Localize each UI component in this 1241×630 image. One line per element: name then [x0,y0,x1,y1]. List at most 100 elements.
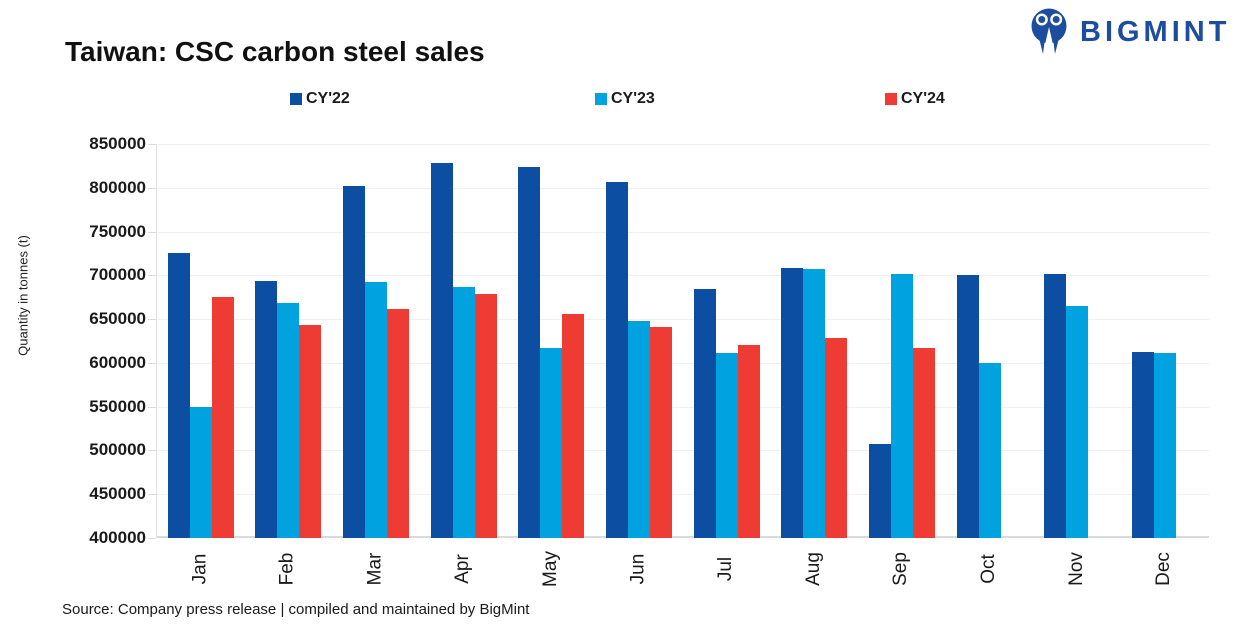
x-tick-label-text: Mar [364,552,386,586]
bar-group-oct [946,144,1034,538]
y-tick-mark [148,275,156,277]
x-tick-label-jul: Jul [682,540,770,598]
bar-cy22-apr [430,163,453,538]
bar-group-nov [1034,144,1122,538]
gridline [157,319,1209,321]
bar-group-feb [245,144,333,538]
bar-cy23-oct [978,362,1001,538]
y-tick-label: 800000 [89,177,146,197]
bar-cy24-jan [211,297,234,538]
legend-label: CY'23 [611,90,655,107]
bar-cy23-may [540,348,563,538]
y-tick-label: 600000 [89,352,146,372]
bar-cy22-may [518,166,541,538]
x-tick-label-jan: Jan [156,540,244,598]
x-tick-label-feb: Feb [244,540,332,598]
bar-cy24-jul [737,345,760,538]
bar-cy23-nov [1066,305,1089,538]
legend-label: CY'24 [901,90,945,107]
bar-cy23-jan [189,406,212,538]
bar-cy22-dec [1132,352,1155,538]
y-tick-label: 550000 [89,396,146,416]
legend-item-cy23: CY'23 [595,90,655,108]
y-tick-label: 850000 [89,134,146,153]
y-tick-mark [148,319,156,321]
x-tick-label-text: Jan [188,553,210,585]
legend-item-cy24: CY'24 [885,90,945,108]
x-tick-label-text: Apr [451,554,473,584]
bar-cy22-jun [606,181,629,538]
x-tick-label-text: Aug [802,552,824,586]
gridline [157,494,1209,496]
bar-cy24-jun [650,327,673,538]
gridline [157,275,1209,277]
bar-cy23-mar [365,282,388,538]
bar-group-aug [771,144,859,538]
x-axis-line [157,536,1209,538]
bar-group-jan [157,144,245,538]
gridline [157,231,1209,233]
x-tick-label-may: May [507,540,595,598]
bar-group-jun [595,144,683,538]
gridline [157,450,1209,452]
legend-item-cy22: CY'22 [290,90,350,108]
y-tick-mark [148,450,156,452]
legend-label: CY'22 [306,90,350,107]
bar-cy22-jan [167,253,190,538]
x-tick-label-text: Feb [276,552,298,586]
source-note: Source: Company press release | compiled… [62,601,530,618]
bar-group-dec [1121,144,1209,538]
y-tick-mark [148,538,156,539]
gridline [157,144,1209,145]
x-tick-label-text: Oct [977,554,999,584]
y-tick-label: 750000 [89,221,146,241]
bar-cy23-sep [891,274,914,538]
x-axis-labels: Jan Feb Mar Apr May Jun Jul Aug Sep Oct Nov Dec [156,540,1208,600]
bar-cy22-mar [343,186,366,538]
x-tick-label-nov: Nov [1033,540,1121,598]
plot-area [148,144,1209,539]
gridline [157,187,1209,189]
bar-cy22-jul [693,289,716,538]
legend-swatch [595,93,607,105]
legend-swatch [885,93,897,105]
y-tick-label: 700000 [89,265,146,285]
x-tick-label-apr: Apr [419,540,507,598]
gridline [157,362,1209,364]
bar-cy24-may [562,313,585,538]
y-tick-label: 400000 [89,528,146,547]
bar-cy23-jul [715,353,738,538]
chart-title: Taiwan: CSC carbon steel sales [65,36,485,67]
x-tick-label-text: May [539,551,561,587]
gridline [157,406,1209,408]
bar-cy23-dec [1154,353,1177,538]
y-tick-mark [148,187,156,189]
legend: CY'22 CY'23 CY'24 [0,90,1241,110]
bar-cy23-aug [803,269,826,538]
y-tick-label: 500000 [89,440,146,460]
legend-swatch [290,93,302,105]
x-tick-label-text: Jul [714,556,736,582]
bar-group-jul [683,144,771,538]
bar-cy23-jun [628,320,651,538]
x-tick-label-aug: Aug [770,540,858,598]
bar-cy22-oct [956,275,979,538]
x-tick-label-dec: Dec [1120,540,1208,598]
x-tick-label-sep: Sep [857,540,945,598]
y-tick-mark [148,406,156,408]
bar-group-sep [858,144,946,538]
brand-name: BIGMINT [1080,15,1231,48]
bar-cy24-apr [474,293,497,538]
y-tick-mark [148,362,156,364]
x-tick-label-text: Sep [890,552,912,586]
x-tick-label-text: Nov [1065,552,1087,586]
y-tick-label: 450000 [89,484,146,504]
y-tick-label: 650000 [89,309,146,329]
y-tick-mark [148,494,156,496]
bar-cy24-aug [825,338,848,538]
y-tick-mark [148,144,156,145]
bar-cy23-apr [452,286,475,538]
y-axis-labels: 850000 800000 750000 700000 650000 600000 5500… [0,134,146,547]
brand-logo: BIGMINT [1026,6,1230,58]
